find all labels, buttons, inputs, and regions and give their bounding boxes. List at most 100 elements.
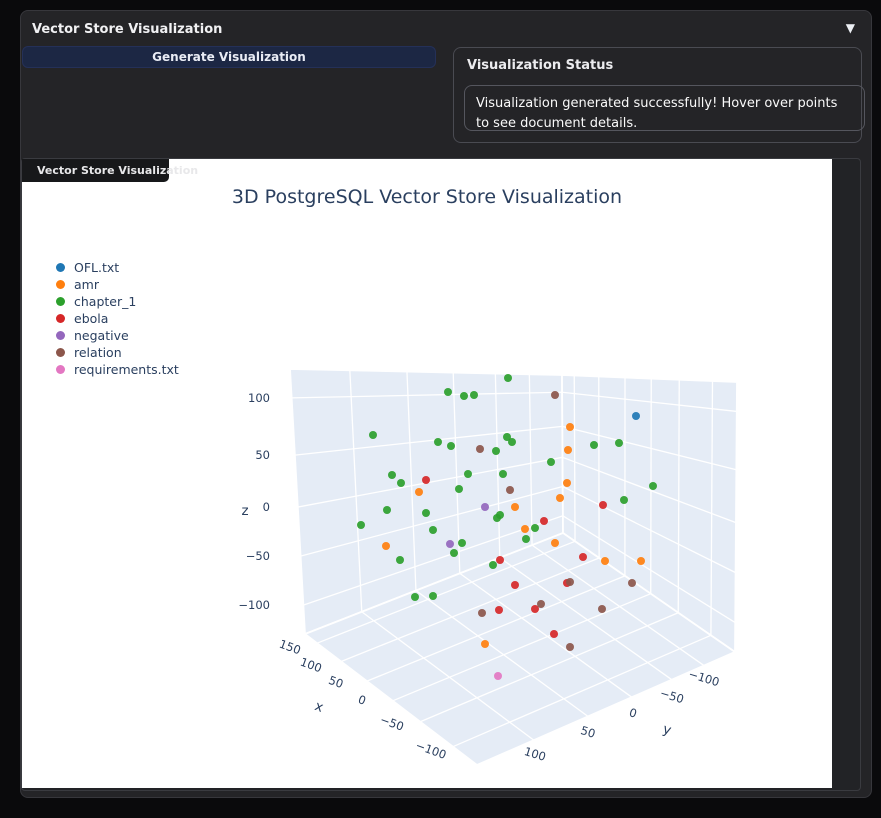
plot-component: 3D PostgreSQL Vector Store Visualization… — [21, 158, 861, 791]
legend-item-negative[interactable]: negative — [56, 327, 179, 344]
collapse-arrow-icon[interactable]: ▼ — [845, 21, 855, 35]
data-point-chapter_1[interactable] — [503, 433, 511, 441]
accordion-panel: Vector Store Visualization ▼ Generate Vi… — [20, 10, 872, 798]
legend-marker-icon — [56, 280, 65, 289]
data-point-chapter_1[interactable] — [447, 442, 455, 450]
data-point-chapter_1[interactable] — [508, 438, 516, 446]
plot-tab-label: Vector Store Visualization — [37, 164, 199, 177]
legend-item-OFL.txt[interactable]: OFL.txt — [56, 259, 179, 276]
data-point-amr[interactable] — [481, 640, 489, 648]
data-point-amr[interactable] — [511, 503, 519, 511]
data-point-chapter_1[interactable] — [357, 521, 365, 529]
data-point-ebola[interactable] — [540, 517, 548, 525]
data-point-chapter_1[interactable] — [493, 514, 501, 522]
data-point-chapter_1[interactable] — [388, 471, 396, 479]
legend-label: relation — [74, 345, 122, 360]
data-point-chapter_1[interactable] — [422, 509, 430, 517]
data-point-relation[interactable] — [537, 600, 545, 608]
data-point-chapter_1[interactable] — [531, 524, 539, 532]
data-point-chapter_1[interactable] — [411, 593, 419, 601]
legend-marker-icon — [56, 263, 65, 272]
legend-marker-icon — [56, 331, 65, 340]
data-point-relation[interactable] — [628, 579, 636, 587]
data-point-requirements.txt[interactable] — [494, 672, 502, 680]
data-point-chapter_1[interactable] — [383, 506, 391, 514]
data-point-amr[interactable] — [521, 525, 529, 533]
accordion-header[interactable]: Vector Store Visualization ▼ — [21, 11, 871, 45]
data-point-amr[interactable] — [564, 446, 572, 454]
data-point-chapter_1[interactable] — [464, 470, 472, 478]
data-point-chapter_1[interactable] — [620, 496, 628, 504]
data-point-chapter_1[interactable] — [455, 485, 463, 493]
data-point-chapter_1[interactable] — [615, 439, 623, 447]
scene-3d[interactable] — [22, 159, 832, 788]
data-point-chapter_1[interactable] — [396, 556, 404, 564]
data-point-chapter_1[interactable] — [499, 470, 507, 478]
legend-item-ebola[interactable]: ebola — [56, 310, 179, 327]
data-point-chapter_1[interactable] — [504, 374, 512, 382]
data-point-amr[interactable] — [566, 423, 574, 431]
legend-item-chapter_1[interactable]: chapter_1 — [56, 293, 179, 310]
data-point-chapter_1[interactable] — [450, 549, 458, 557]
data-point-ebola[interactable] — [599, 501, 607, 509]
data-point-relation[interactable] — [598, 605, 606, 613]
data-point-ebola[interactable] — [550, 630, 558, 638]
legend-marker-icon — [56, 314, 65, 323]
data-point-negative[interactable] — [481, 503, 489, 511]
data-point-relation[interactable] — [506, 486, 514, 494]
data-point-ebola[interactable] — [579, 553, 587, 561]
legend-item-amr[interactable]: amr — [56, 276, 179, 293]
data-point-relation[interactable] — [476, 445, 484, 453]
legend-label: amr — [74, 277, 99, 292]
data-point-relation[interactable] — [478, 609, 486, 617]
legend-item-relation[interactable]: relation — [56, 344, 179, 361]
plotly-graph[interactable]: 3D PostgreSQL Vector Store Visualization… — [22, 159, 832, 788]
data-point-chapter_1[interactable] — [470, 391, 478, 399]
data-point-chapter_1[interactable] — [590, 441, 598, 449]
data-point-relation[interactable] — [566, 643, 574, 651]
data-point-chapter_1[interactable] — [369, 431, 377, 439]
data-point-amr[interactable] — [556, 494, 564, 502]
status-panel: Visualization Status Visualization gener… — [453, 47, 865, 143]
legend-marker-icon — [56, 365, 65, 374]
data-point-negative[interactable] — [446, 540, 454, 548]
data-point-ebola[interactable] — [511, 581, 519, 589]
data-point-chapter_1[interactable] — [522, 535, 530, 543]
generate-visualization-button[interactable]: Generate Visualization — [22, 46, 436, 68]
data-point-amr[interactable] — [563, 479, 571, 487]
data-point-OFL.txt[interactable] — [632, 412, 640, 420]
data-point-chapter_1[interactable] — [649, 482, 657, 490]
legend-label: requirements.txt — [74, 362, 179, 377]
data-point-amr[interactable] — [382, 542, 390, 550]
data-point-chapter_1[interactable] — [489, 561, 497, 569]
status-message: Visualization generated successfully! Ho… — [464, 85, 865, 131]
data-point-ebola[interactable] — [531, 605, 539, 613]
data-point-chapter_1[interactable] — [492, 447, 500, 455]
z-axis-tick: 50 — [255, 448, 270, 462]
data-point-amr[interactable] — [551, 539, 559, 547]
legend-label: ebola — [74, 311, 109, 326]
data-point-chapter_1[interactable] — [429, 526, 437, 534]
data-point-chapter_1[interactable] — [460, 392, 468, 400]
data-point-chapter_1[interactable] — [397, 479, 405, 487]
status-label: Visualization Status — [467, 58, 614, 73]
data-point-chapter_1[interactable] — [429, 592, 437, 600]
legend-item-requirements.txt[interactable]: requirements.txt — [56, 361, 179, 378]
data-point-relation[interactable] — [551, 391, 559, 399]
plot-tab[interactable]: Vector Store Visualization — [22, 159, 198, 182]
chart-title: 3D PostgreSQL Vector Store Visualization — [231, 186, 623, 208]
data-point-amr[interactable] — [415, 488, 423, 496]
data-point-amr[interactable] — [601, 557, 609, 565]
data-point-chapter_1[interactable] — [434, 438, 442, 446]
data-point-chapter_1[interactable] — [444, 388, 452, 396]
data-point-relation[interactable] — [566, 578, 574, 586]
z-axis-tick: −50 — [245, 549, 270, 563]
z-axis-tick: 100 — [248, 391, 270, 405]
data-point-chapter_1[interactable] — [458, 539, 466, 547]
data-point-ebola[interactable] — [496, 556, 504, 564]
legend-label: OFL.txt — [74, 260, 120, 275]
data-point-chapter_1[interactable] — [547, 458, 555, 466]
data-point-ebola[interactable] — [495, 606, 503, 614]
data-point-amr[interactable] — [637, 557, 645, 565]
data-point-ebola[interactable] — [422, 476, 430, 484]
